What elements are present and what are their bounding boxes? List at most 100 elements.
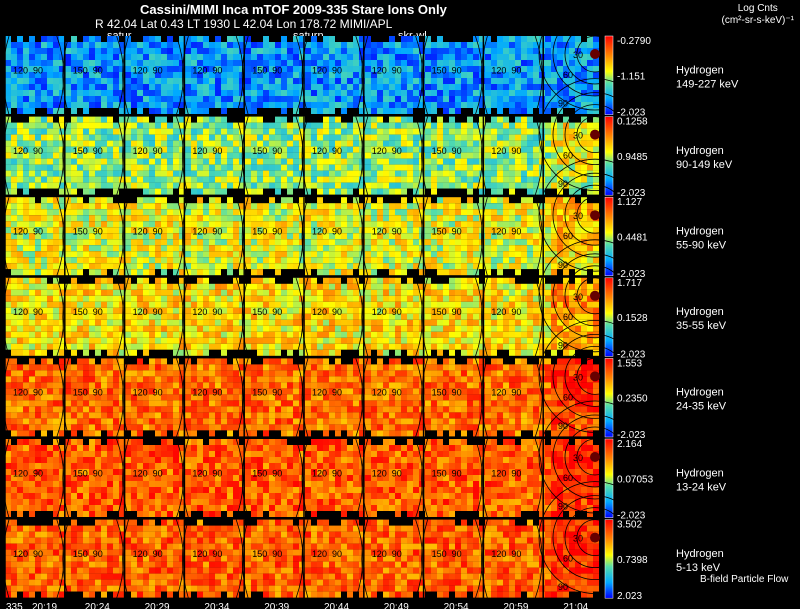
heatmap-cell <box>35 233 41 240</box>
heatmap-cell <box>149 140 155 147</box>
heatmap-cell <box>497 239 503 246</box>
heatmap-cell <box>137 60 143 66</box>
heatmap-cell <box>401 36 407 42</box>
heatmap-cell <box>35 158 41 165</box>
heatmap-cell <box>521 188 527 195</box>
heatmap-cell <box>305 158 311 165</box>
heatmap-cell <box>353 96 359 102</box>
heatmap-cell <box>389 36 395 42</box>
heatmap-cell <box>17 251 23 258</box>
heatmap-cell <box>95 209 101 216</box>
heatmap-cell <box>563 269 569 276</box>
heatmap-cell <box>587 188 593 195</box>
heatmap-cell <box>101 307 107 314</box>
heatmap-cell <box>143 72 149 78</box>
heatmap-cell <box>497 146 503 153</box>
heatmap-cell <box>515 319 521 326</box>
heatmap-cell <box>407 90 413 96</box>
heatmap-cell <box>5 66 11 72</box>
heatmap-cell <box>437 102 443 108</box>
heatmap-cell <box>173 325 179 332</box>
heatmap-cell <box>275 245 281 252</box>
heatmap-cell <box>95 134 101 141</box>
heatmap-cell <box>29 269 35 276</box>
heatmap-cell <box>323 72 329 78</box>
heatmap-cell <box>41 251 47 258</box>
heatmap-cell <box>239 263 245 270</box>
heatmap-cell <box>449 295 455 302</box>
heatmap-cell <box>503 90 509 96</box>
heatmap-cell <box>569 170 575 177</box>
heatmap-cell <box>509 66 515 72</box>
heatmap-cell <box>479 209 485 216</box>
heatmap-cell <box>401 263 407 270</box>
heatmap-cell <box>275 319 281 326</box>
contour-label: 90 <box>272 227 282 237</box>
heatmap-cell <box>125 221 131 228</box>
heatmap-cell <box>155 36 161 42</box>
heatmap-cell <box>263 96 269 102</box>
heatmap-cell <box>275 197 281 204</box>
heatmap-cell <box>167 221 173 228</box>
heatmap-cell <box>125 152 131 159</box>
heatmap-cell <box>209 102 215 108</box>
heatmap-cell <box>575 301 581 308</box>
heatmap-cell <box>251 146 257 153</box>
heatmap-cell <box>509 102 515 108</box>
heatmap-cell <box>359 257 365 264</box>
heatmap-cell <box>221 289 227 296</box>
heatmap-cell <box>371 257 377 264</box>
heatmap-cell <box>539 36 545 42</box>
contour-circle <box>564 23 626 85</box>
heatmap-cell <box>5 257 11 264</box>
heatmap-cell <box>83 128 89 135</box>
heatmap-cell <box>389 84 395 90</box>
heatmap-cell <box>83 319 89 326</box>
heatmap-cell <box>17 128 23 135</box>
heatmap-cell <box>215 158 221 165</box>
heatmap-cell <box>167 245 173 252</box>
heatmap-cell <box>71 331 77 338</box>
heatmap-cell <box>437 197 443 204</box>
heatmap-cell <box>227 140 233 147</box>
heatmap-cell <box>275 36 281 42</box>
heatmap-cell <box>575 90 581 96</box>
heatmap-cell <box>413 233 419 240</box>
heatmap-cell <box>557 325 563 332</box>
heatmap-cell <box>497 36 503 42</box>
heatmap-cell <box>557 197 563 204</box>
heatmap-cell <box>245 188 251 195</box>
heatmap-cell <box>227 182 233 189</box>
heatmap-cell <box>125 209 131 216</box>
heatmap-cell <box>557 84 563 90</box>
heatmap-cell <box>125 72 131 78</box>
heatmap-cell <box>287 36 293 42</box>
heatmap-cell <box>287 116 293 123</box>
heatmap-cell <box>257 128 263 135</box>
heatmap-cell <box>77 90 83 96</box>
heatmap-cell <box>587 239 593 246</box>
heatmap-cell <box>227 307 233 314</box>
heatmap-cell <box>329 140 335 147</box>
heatmap-cell <box>137 116 143 123</box>
heatmap-cell <box>215 307 221 314</box>
heatmap-cell <box>587 313 593 320</box>
heatmap-cell <box>215 221 221 228</box>
heatmap-cell <box>173 289 179 296</box>
heatmap-cell <box>221 269 227 276</box>
heatmap-cell <box>533 307 539 314</box>
heatmap-cell <box>461 289 467 296</box>
heatmap-cell <box>359 90 365 96</box>
contour-label: 150 <box>73 227 88 237</box>
heatmap-cell <box>131 158 137 165</box>
heatmap-cell <box>173 108 179 114</box>
heatmap-cell <box>557 301 563 308</box>
heatmap-cell <box>149 66 155 72</box>
heatmap-cell <box>425 245 431 252</box>
heatmap-cell <box>419 96 425 102</box>
heatmap-cell <box>131 188 137 195</box>
contour-label: 90 <box>93 227 103 237</box>
heatmap-cell <box>155 54 161 60</box>
heatmap-cell <box>179 283 185 290</box>
heatmap-cell <box>437 48 443 54</box>
